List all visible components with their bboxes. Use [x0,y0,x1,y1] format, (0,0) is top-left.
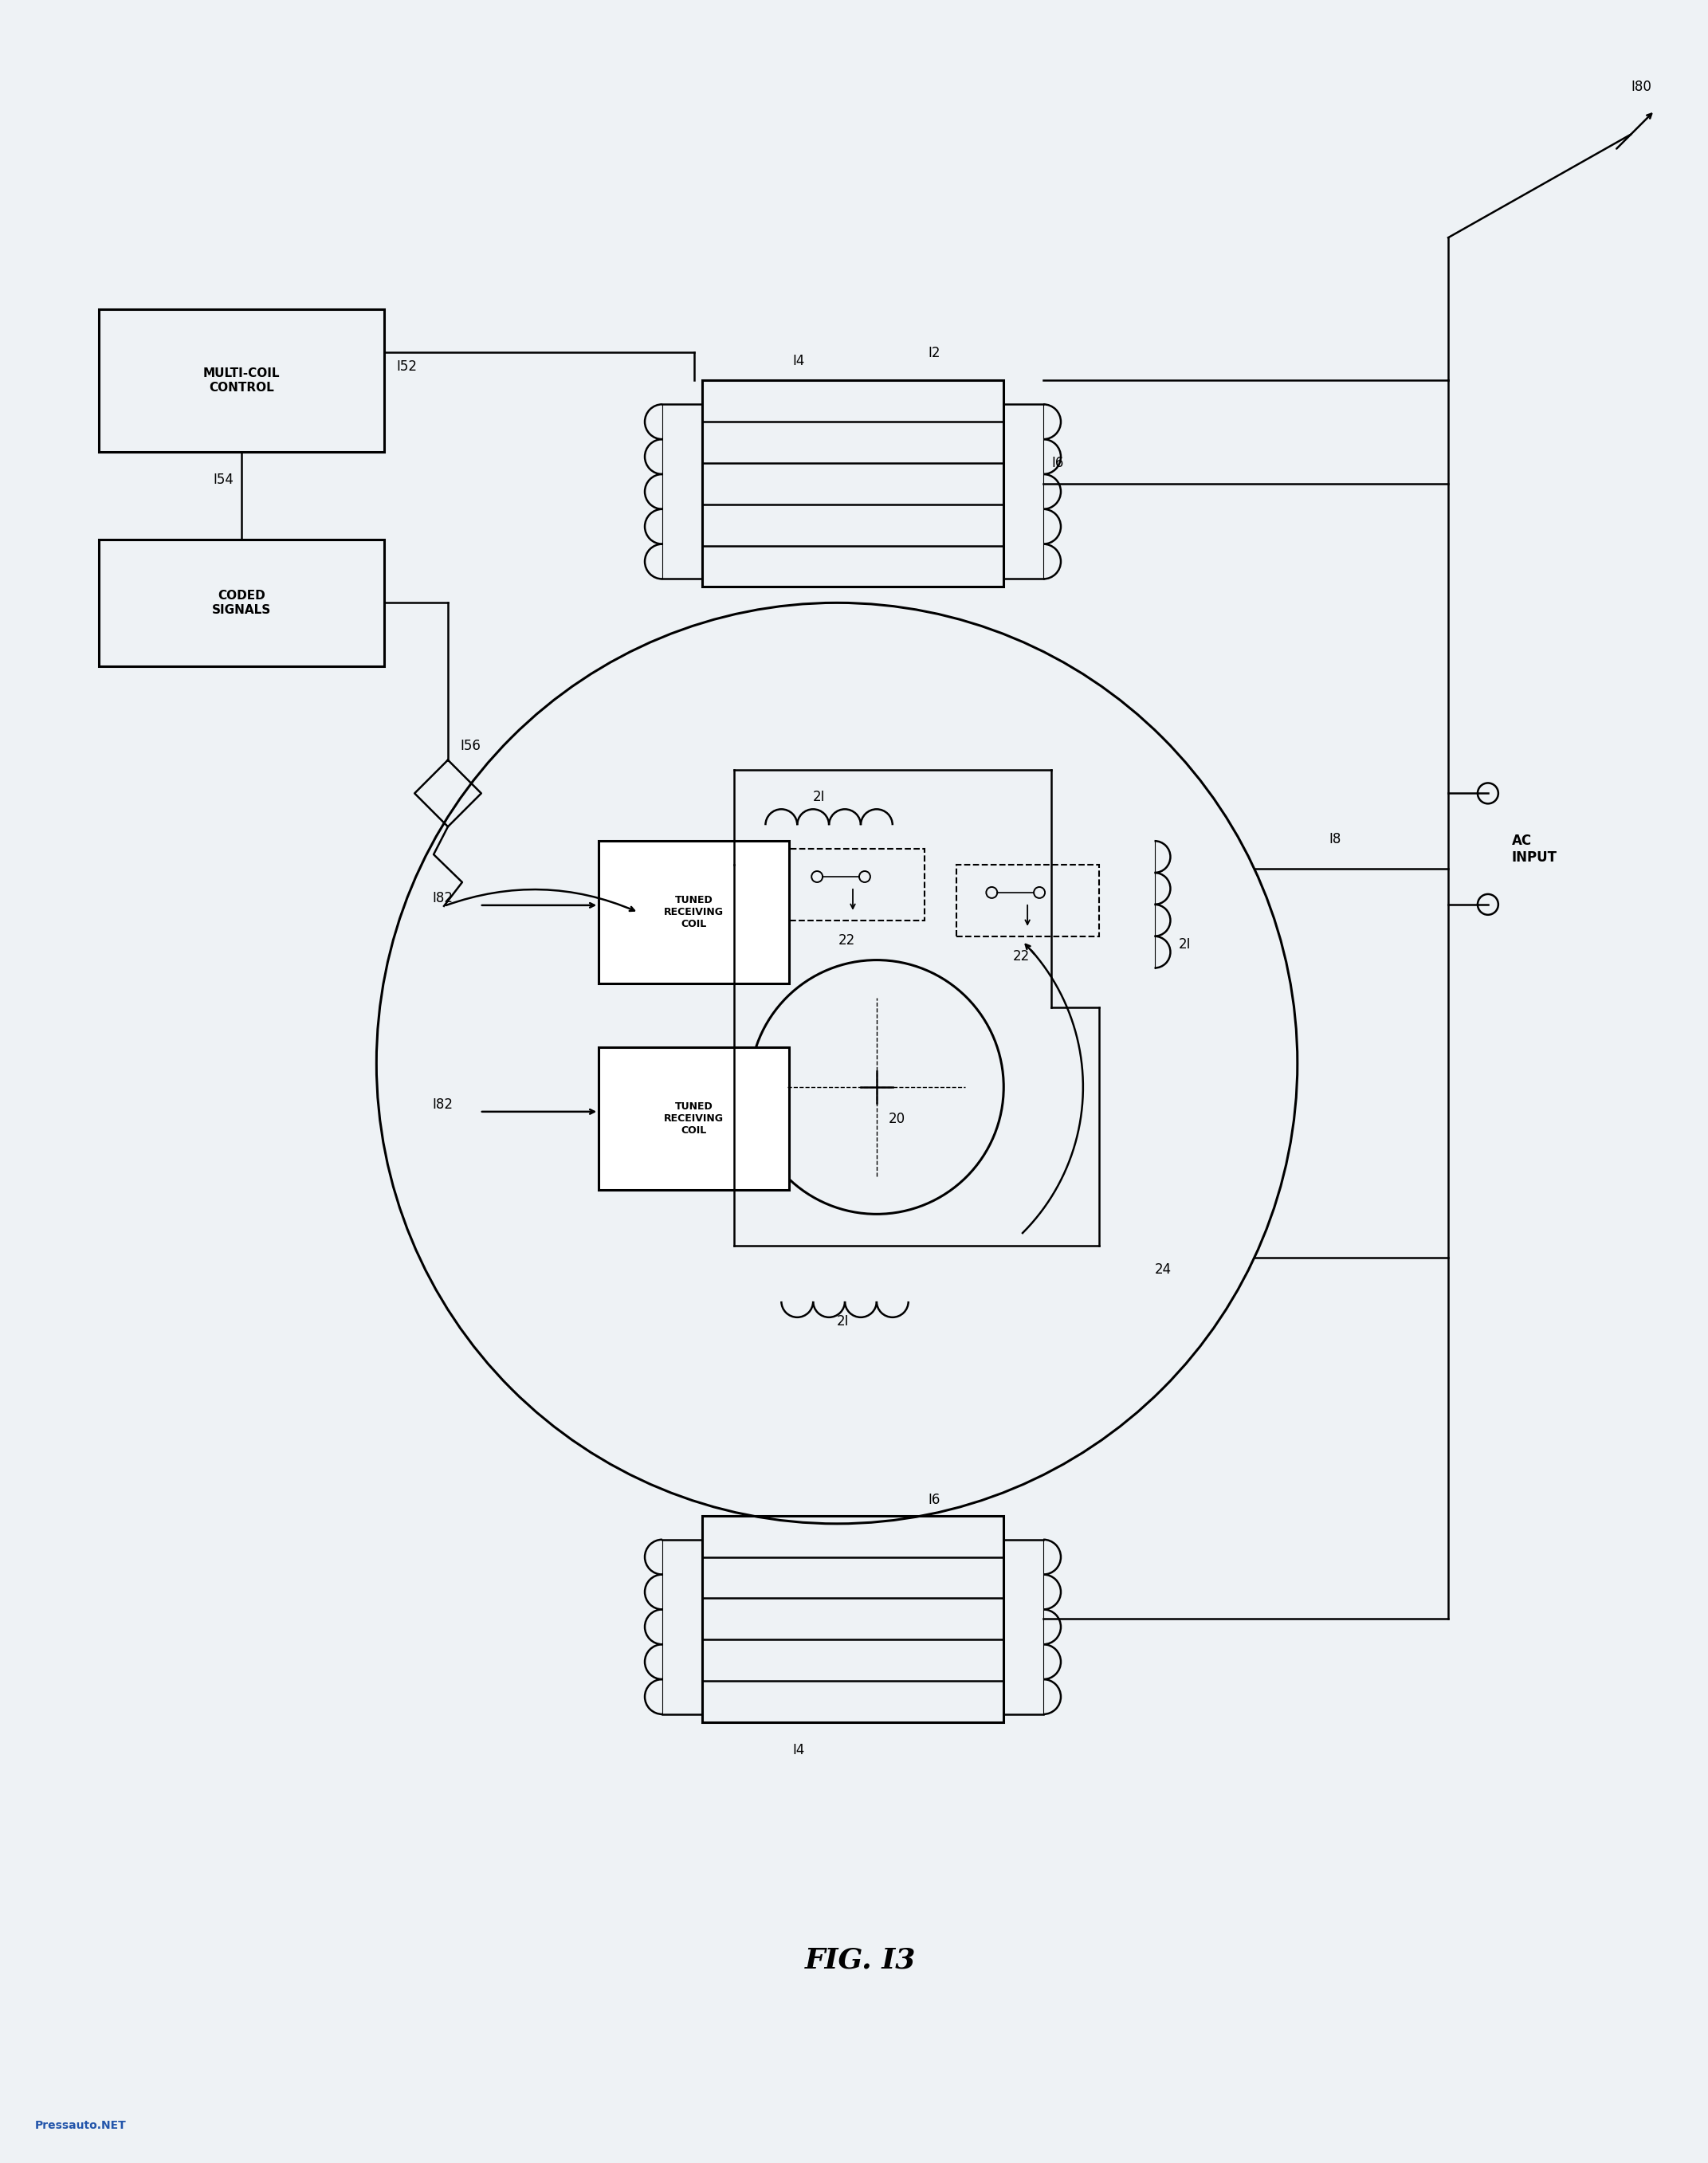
Text: I54: I54 [214,472,234,487]
Text: I82: I82 [432,891,453,906]
Text: CODED
SIGNALS: CODED SIGNALS [212,590,272,616]
Bar [600,841,789,984]
Text: I52: I52 [396,359,417,374]
Text: 2I: 2I [1179,937,1190,952]
Text: 2I: 2I [813,789,825,805]
Text: I6: I6 [1052,456,1064,469]
Bar [781,848,924,919]
Text: TUNED
RECEIVING
COIL: TUNED RECEIVING COIL [664,895,724,930]
Text: I4: I4 [793,353,804,368]
Text: I6: I6 [927,1492,941,1508]
Text: I56: I56 [459,738,480,753]
Text: I80: I80 [1631,80,1652,93]
Text: 24: 24 [1155,1263,1172,1276]
Text: 22: 22 [1013,950,1030,963]
Text: I2: I2 [927,346,941,359]
Text: I8: I8 [1329,833,1341,846]
Bar [99,309,384,452]
Text: 2I: 2I [837,1315,849,1328]
Text: 20: 20 [888,1112,905,1127]
Text: 22: 22 [839,932,856,947]
Bar [702,1516,1004,1722]
Bar [99,539,384,666]
Text: TUNED
RECEIVING
COIL: TUNED RECEIVING COIL [664,1101,724,1136]
Text: Pressauto.NET: Pressauto.NET [36,2120,126,2131]
Bar [702,381,1004,586]
Text: AC
INPUT: AC INPUT [1512,833,1558,865]
Text: FIG. I3: FIG. I3 [804,1947,915,1975]
Text: I4: I4 [793,1743,804,1756]
Bar [600,1047,789,1190]
Text: I82: I82 [432,1097,453,1112]
Bar [956,865,1098,937]
Text: MULTI-COIL
CONTROL: MULTI-COIL CONTROL [203,368,280,394]
